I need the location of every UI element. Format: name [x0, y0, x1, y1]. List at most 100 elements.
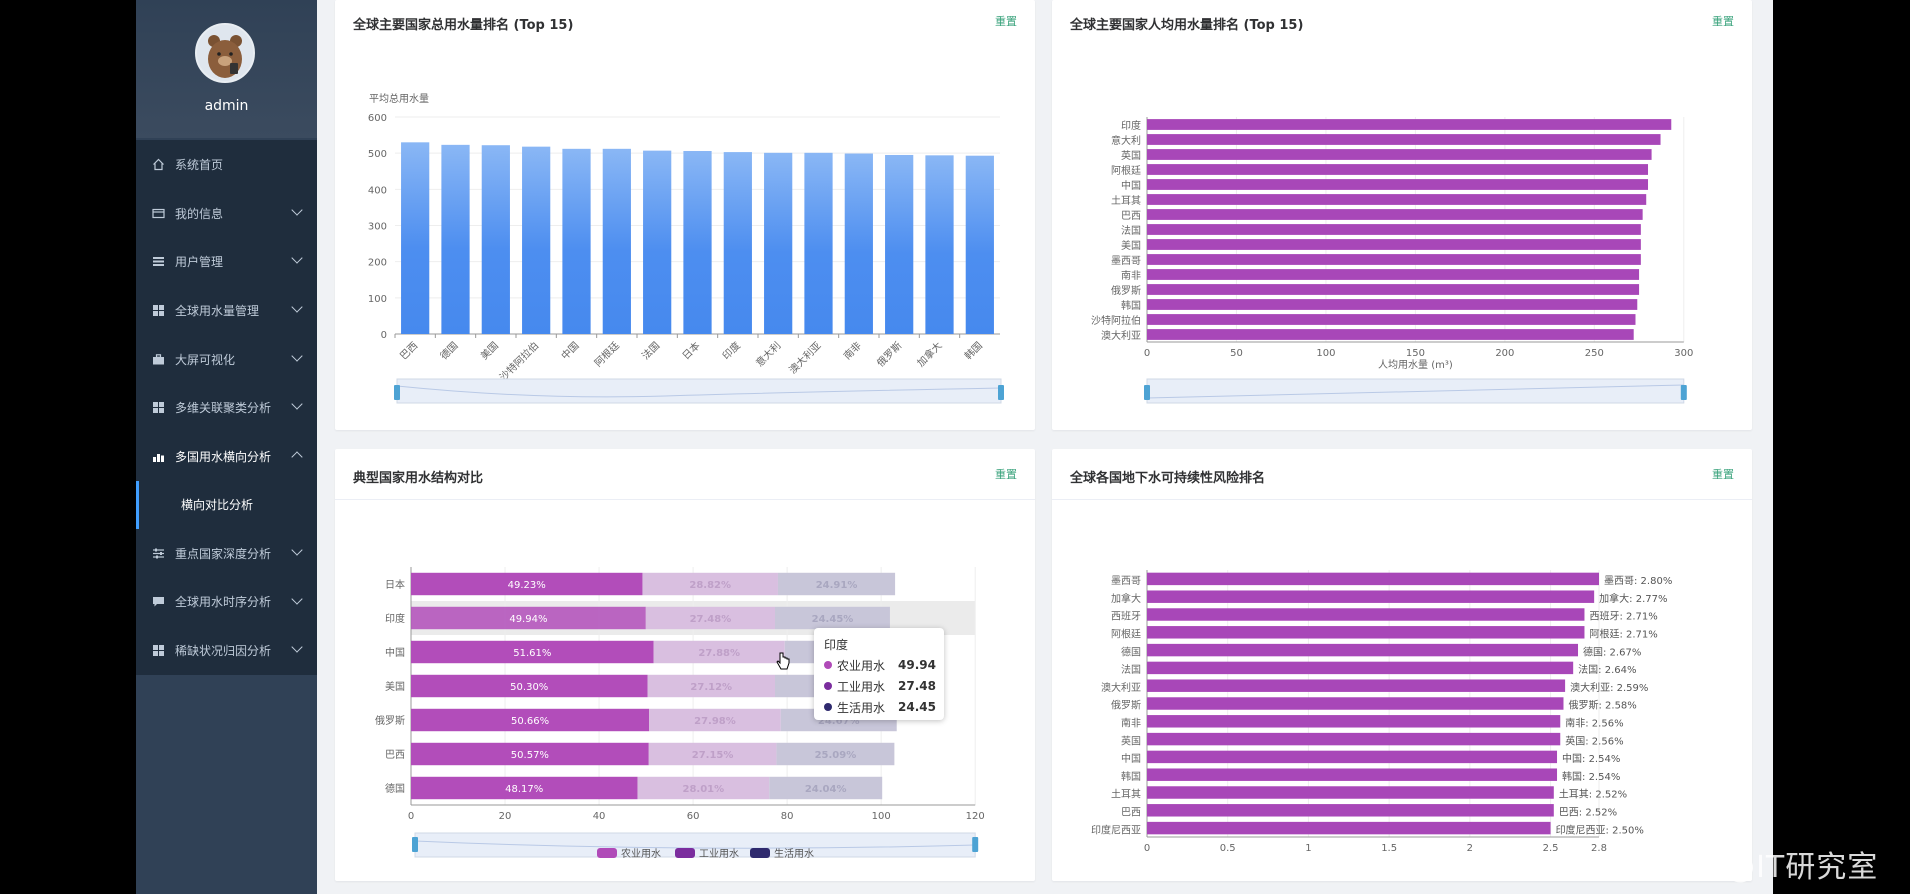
x-tick-label: 法国 [639, 339, 662, 362]
bar-chart-icon [152, 450, 165, 463]
x-tick-label: 巴西 [398, 340, 421, 363]
bar [1147, 299, 1638, 310]
bar [1147, 786, 1554, 799]
bar [1147, 269, 1640, 280]
list-icon [152, 255, 165, 268]
legend-swatch [597, 848, 617, 858]
bar [1147, 329, 1634, 340]
data-label: 24.91% [816, 580, 858, 591]
sidebar-item-label: 用户管理 [175, 255, 224, 270]
y-tick-label: 100 [368, 294, 387, 305]
sidebar-item[interactable]: 我的信息 [136, 188, 317, 238]
sidebar-item[interactable]: 用户管理 [136, 237, 317, 287]
data-label: 德国: 2.67% [1583, 645, 1641, 658]
sidebar-item[interactable]: 重点国家深度分析 [136, 528, 317, 578]
chevron-down-icon [291, 350, 303, 362]
data-label: 韩国: 2.54% [1562, 770, 1620, 783]
y-tick-label: 墨西哥 [1111, 575, 1141, 587]
bar [723, 152, 752, 334]
chat-icon [152, 595, 165, 608]
chevron-down-icon [291, 544, 303, 556]
briefcase-icon [152, 353, 165, 366]
divider [335, 499, 1035, 500]
y-tick-label: 巴西 [1121, 807, 1141, 819]
sidebar-item[interactable]: 全球用水量管理 [136, 286, 317, 335]
x-tick-label: 1.5 [1381, 843, 1397, 854]
y-tick-label: 俄罗斯 [375, 714, 405, 727]
x-tick-label: 沙特阿拉伯 [497, 339, 542, 384]
bar [1147, 697, 1564, 710]
bar [1147, 750, 1558, 764]
x-tick-label: 20 [499, 811, 512, 822]
legend-label: 生活用水 [774, 847, 814, 860]
bar [1147, 134, 1661, 145]
x-tick-label: 2 [1467, 843, 1473, 854]
tooltip-row: 农业用水 49.94 [824, 656, 936, 674]
bar-segment [649, 708, 781, 732]
y-tick-label: 美国 [385, 680, 405, 693]
username: admin [204, 98, 249, 114]
bar-segment [642, 572, 778, 596]
reset-button[interactable]: 重置 [1712, 15, 1734, 28]
sidebar-subitem-horizontal-compare[interactable]: 横向对比分析 [136, 480, 317, 529]
y-tick-label: 巴西 [1121, 210, 1141, 222]
x-axis-label: 人均用水量 (m³) [1378, 359, 1453, 371]
card-title: 全球主要国家人均用水量排名 (Top 15) [1070, 18, 1304, 33]
zoom-handle-right [1680, 385, 1687, 400]
avatar[interactable] [195, 23, 255, 83]
data-label: 土耳其: 2.52% [1559, 788, 1627, 801]
bar [1147, 768, 1558, 781]
bar [1147, 608, 1585, 621]
data-label: 49.94% [509, 614, 547, 625]
bar [1147, 572, 1599, 586]
bar [965, 155, 994, 334]
reset-button[interactable]: 重置 [995, 468, 1017, 481]
y-tick-label: 0 [381, 330, 387, 341]
y-tick-label: 西班牙 [1111, 611, 1141, 623]
sidebar-item[interactable]: 多维关联聚类分析 [136, 383, 317, 433]
bar [481, 145, 510, 334]
reset-button[interactable]: 重置 [1712, 468, 1734, 481]
bar [1147, 239, 1641, 250]
tooltip-series-name: 农业用水 [837, 658, 886, 673]
x-tick-label: 韩国 [962, 339, 985, 362]
x-tick-label: 加拿大 [914, 339, 944, 369]
sidebar-item[interactable]: 全球用水时序分析 [136, 577, 317, 627]
y-tick-label: 加拿大 [1111, 592, 1141, 605]
side-menu: 系统首页我的信息用户管理全球用水量管理 大屏可视化 多维关联聚类分析 多国用水横向分析… [136, 140, 317, 675]
zoom-handle-right [972, 837, 979, 852]
bar [401, 142, 430, 334]
bar [1147, 119, 1672, 130]
grid-icon [152, 401, 165, 414]
sidebar-item-label: 我的信息 [175, 206, 224, 221]
chevron-down-icon [291, 301, 303, 313]
reset-button[interactable]: 重置 [995, 15, 1017, 28]
x-tick-label: 300 [1674, 348, 1693, 359]
bar-segment [411, 674, 648, 698]
y-tick-label: 英国 [1121, 149, 1141, 162]
sidebar-item[interactable]: 稀缺状况归因分析 [136, 626, 317, 675]
data-label: 27.12% [690, 682, 732, 693]
home-icon [152, 158, 165, 171]
data-label: 50.57% [511, 750, 549, 761]
sidebar-item[interactable]: 系统首页 [136, 140, 317, 189]
tooltip-row: 生活用水 24.45 [824, 698, 936, 716]
sidebar-item[interactable]: 多国用水横向分析 [136, 432, 317, 481]
x-tick-label: 250 [1585, 348, 1604, 359]
data-label: 25.09% [815, 750, 857, 761]
y-tick-label: 意大利 [1111, 134, 1141, 147]
y-tick-label: 俄罗斯 [1111, 699, 1141, 712]
x-tick-label: 120 [966, 811, 985, 822]
sidebar: admin 系统首页我的信息用户管理全球用水量管理 大屏可视化 多维关联聚类分析 多国… [136, 0, 317, 894]
x-tick-label: 南非 [841, 339, 864, 362]
bar-segment [411, 742, 649, 766]
y-tick-label: 中国 [1121, 179, 1141, 192]
bar [925, 155, 954, 334]
sidebar-item[interactable]: 大屏可视化 [136, 334, 317, 384]
bar [562, 148, 591, 334]
y-tick-label: 韩国 [1121, 299, 1141, 312]
bar [643, 150, 672, 334]
tooltip-series-name: 工业用水 [837, 679, 886, 694]
y-tick-label: 印度 [1121, 119, 1141, 132]
